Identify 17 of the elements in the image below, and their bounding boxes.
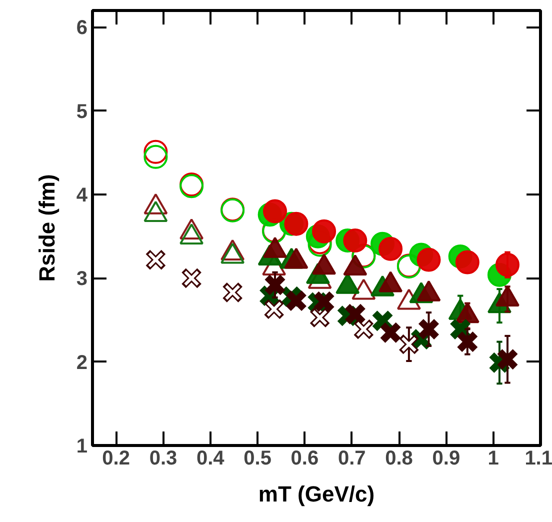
y-tick-label: 6 <box>76 17 88 40</box>
y-tick-label: 2 <box>76 352 88 374</box>
y-tick-label: 3 <box>76 268 88 290</box>
x-tick-label: 1.1 <box>524 448 552 470</box>
x-tick-label: 0.7 <box>338 448 366 470</box>
x-tick-label: 0.8 <box>385 448 413 470</box>
x-tick-label: 0.2 <box>102 448 130 470</box>
x-tick-label: 0.3 <box>149 448 178 470</box>
x-tick-label: 0.9 <box>432 448 460 470</box>
x-tick-label: 0.4 <box>196 448 226 470</box>
x-tick-label: 0.5 <box>244 448 272 470</box>
y-tick-label: 5 <box>76 100 88 123</box>
x-tick-label: 1 <box>488 448 499 470</box>
y-axis-title: Rside (fm) <box>34 174 60 282</box>
x-axis-title: mT (GeV/c) <box>258 482 375 506</box>
x-tick-label: 0.6 <box>290 448 319 470</box>
y-tick-label: 4 <box>76 184 88 207</box>
